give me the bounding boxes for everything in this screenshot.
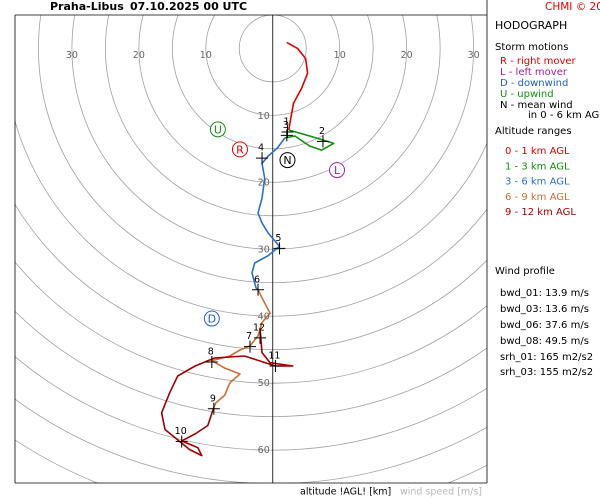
- storm-motion-letter: N: [283, 154, 291, 167]
- legend-entry: D - downwind: [500, 78, 568, 89]
- altitude-label: 1: [283, 117, 289, 128]
- altitude-label: 3: [283, 120, 289, 131]
- panel-title: HODOGRAPH: [495, 19, 567, 32]
- legend-entry: 3 - 6 km AGL: [505, 177, 570, 188]
- legend-entry: U - upwind: [500, 89, 554, 100]
- wind-profile-item: bwd_08: 49.5 m/s: [500, 336, 589, 347]
- x-axis-label: altitude !AGL! [km]: [300, 487, 391, 498]
- altitude-marker: [273, 242, 286, 255]
- y-tick-label: 60: [258, 445, 270, 456]
- x-tick-label: 10: [334, 50, 346, 61]
- legend-entry: 0 - 1 km AGL: [505, 146, 570, 157]
- altitude-marker: [207, 402, 220, 415]
- storm-motion: [231, 141, 248, 158]
- altitude-marker: [256, 152, 269, 165]
- altitude-label: 2: [319, 126, 325, 137]
- chart-title: Praha-Libus: [50, 0, 124, 13]
- storm-motion-letter: D: [208, 313, 216, 326]
- altitude-label: 7: [246, 331, 252, 342]
- altitude-label: 9: [210, 393, 216, 404]
- helicity-item: srh_03: 155 m2/s2: [500, 367, 593, 378]
- y-tick-label: 10: [258, 111, 270, 122]
- storm-motion-letter: U: [214, 123, 222, 136]
- legend-entry: 1 - 3 km AGL: [505, 161, 570, 172]
- altitude-marker: [316, 135, 329, 148]
- storm-motion: [209, 121, 226, 138]
- x-tick-label: 30: [66, 50, 78, 61]
- x-tick-label: 20: [133, 50, 145, 61]
- storm-motion-letter: L: [334, 164, 341, 177]
- altitude-marker: [205, 355, 218, 368]
- legend-entry: 6 - 9 km AGL: [505, 192, 570, 203]
- legend-entry: N - mean wind: [500, 100, 573, 111]
- storm-motion: [279, 152, 296, 169]
- y-axis-label: wind speed [m/s]: [400, 487, 482, 498]
- credit: CHMI © 2025: [545, 1, 600, 13]
- storm-motion: [203, 310, 220, 327]
- storm-motion: [329, 162, 346, 179]
- legend-title: Altitude ranges: [495, 126, 572, 137]
- altitude-label: 5: [275, 233, 281, 244]
- y-tick-label: 50: [258, 378, 270, 389]
- chart-subtitle: 07.10.2025 00 UTC: [130, 0, 247, 13]
- wind-profile-item: bwd_01: 13.9 m/s: [500, 288, 589, 299]
- wind-profile-item: bwd_06: 37.6 m/s: [500, 320, 589, 331]
- y-tick-label: 20: [258, 178, 270, 189]
- x-tick-label: 30: [468, 50, 480, 61]
- altitude-label: 12: [253, 322, 265, 333]
- helicity-item: srh_01: 165 m2/s2: [500, 352, 593, 363]
- legend-title: Storm motions: [495, 42, 568, 53]
- altitude-label: 4: [258, 143, 264, 154]
- legend-entry: 9 - 12 km AGL: [505, 207, 576, 218]
- x-tick-label: 20: [401, 50, 413, 61]
- wind-profile-item: bwd_03: 13.6 m/s: [500, 304, 589, 315]
- altitude-marker: [252, 283, 265, 296]
- hodograph-line: [284, 129, 335, 151]
- hodograph-line: [286, 41, 309, 131]
- altitude-label: 11: [268, 351, 280, 362]
- hodograph-line: [211, 289, 271, 408]
- y-tick-label: 30: [258, 245, 270, 256]
- altitude-marker: [269, 360, 282, 372]
- altitude-marker: [243, 340, 256, 353]
- altitude-label: 8: [208, 346, 214, 357]
- y-tick-label: 40: [258, 311, 270, 322]
- legend-entry: L - left mover: [500, 67, 568, 78]
- legend-entry: R - right mover: [500, 56, 577, 67]
- storm-motion-letter: R: [236, 143, 244, 156]
- altitude-label: 6: [254, 274, 260, 285]
- altitude-marker: [175, 435, 188, 448]
- altitude-marker: [254, 331, 267, 344]
- altitude-label: 10: [175, 426, 187, 437]
- legend-note: in 0 - 6 km AGL: [528, 110, 600, 121]
- section-title: Wind profile: [495, 266, 555, 277]
- x-tick-label: 10: [200, 50, 212, 61]
- altitude-marker: [281, 126, 294, 138]
- altitude-marker: [280, 129, 293, 142]
